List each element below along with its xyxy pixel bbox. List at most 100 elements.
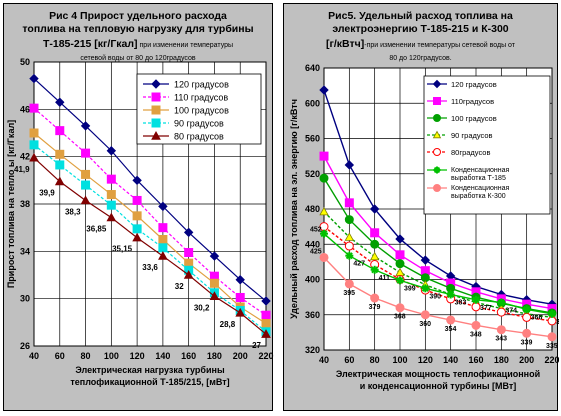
data-point: [496, 307, 506, 317]
data-point: [547, 316, 557, 326]
data-label: 399: [404, 285, 416, 292]
data-point-stroke: [447, 290, 455, 298]
x-axis-label: и конденсационной турбины [МВт]: [360, 381, 517, 391]
y-tick-label: 520: [305, 169, 320, 179]
title-line: [г/кВтч]: [326, 38, 365, 50]
data-point: [183, 269, 194, 279]
data-point: [106, 174, 116, 184]
data-point: [370, 265, 379, 274]
data-label: 335: [546, 343, 558, 350]
data-point: [496, 325, 506, 335]
legend: 120 градусов 110градусов 100 градусов 90 гр…: [423, 75, 551, 215]
data-point: [344, 215, 354, 225]
data-point: [395, 259, 405, 269]
title-subtext: -при изменении температуры сетевой воды …: [364, 42, 515, 49]
legend-box: [423, 75, 551, 215]
data-label: 32: [175, 282, 184, 291]
x-tick-label: 160: [468, 355, 483, 365]
series-line: [323, 233, 553, 315]
legend-label: выработка К-300: [451, 192, 506, 200]
y-axis-label: Прирост топлива на тепло ы [кг/Гкал]: [6, 120, 16, 288]
data-point: [396, 276, 404, 285]
data-label: 39,9: [39, 189, 55, 198]
data-point-stroke: [396, 276, 404, 284]
data-point: [344, 198, 354, 208]
data-point: [522, 328, 532, 338]
data-point-stroke: [421, 284, 429, 292]
x-tick-label: 220: [544, 355, 559, 365]
y-tick-label: 34: [20, 246, 30, 256]
data-label: 36,85: [86, 225, 107, 234]
data-label: 33,6: [142, 263, 158, 272]
data-point: [235, 307, 246, 317]
data-point: [344, 160, 355, 170]
x-tick-label: 120: [418, 355, 433, 365]
data-point: [55, 126, 65, 136]
series-group: [320, 229, 556, 318]
y-tick-label: 440: [305, 239, 320, 249]
data-label: 361: [556, 319, 559, 326]
y-tick-label: 400: [305, 275, 320, 285]
data-point: [132, 232, 142, 242]
chart-svg-fig5: 320 360 400 440 480 520 560 600 640 40 60 80 100 120 1…: [289, 63, 559, 391]
x-tick-label: 180: [494, 355, 509, 365]
data-point: [319, 252, 329, 262]
series-line: [323, 155, 553, 310]
data-label: 28,8: [220, 320, 236, 329]
data-point: [395, 303, 405, 313]
legend-label: 90 градусов: [451, 131, 493, 140]
data-point: [547, 332, 557, 342]
series-line: [33, 107, 267, 316]
data-point: [370, 239, 380, 249]
data-label: 360: [419, 321, 431, 328]
data-label: 35,15: [112, 245, 133, 254]
data-point: [433, 148, 441, 156]
data-label: 27: [252, 341, 261, 350]
data-point: [158, 243, 168, 253]
data-label: 30,2: [194, 303, 210, 312]
data-point: [344, 241, 354, 251]
data-point: [81, 180, 91, 190]
data-point: [497, 298, 506, 307]
data-point: [235, 292, 245, 302]
series-group: [29, 152, 271, 338]
data-point: [235, 275, 245, 285]
legend: 120 градусов 110 градусов 100 градусов 90 г…: [136, 73, 262, 145]
data-point: [395, 234, 405, 244]
legend-label: 110 градусов: [174, 93, 228, 103]
y-tick-label: 38: [20, 199, 30, 209]
legend-label: Конденсационная: [451, 167, 510, 174]
x-tick-label: 160: [181, 351, 196, 361]
data-point: [345, 251, 354, 260]
data-label: 390: [429, 293, 441, 300]
data-point: [420, 255, 431, 265]
data-point-stroke: [371, 266, 379, 274]
data-point: [81, 169, 91, 179]
series-group: [319, 151, 557, 314]
chart-panel-fig4: Рис 4 Прирост удельного расхода топлива …: [3, 3, 274, 411]
legend-label: 80градусов: [451, 148, 490, 157]
x-tick-label: 180: [207, 351, 222, 361]
data-label: 38,3: [65, 207, 81, 216]
data-point: [395, 250, 405, 260]
legend-label: 100 градусов: [174, 106, 229, 116]
series-group: [319, 85, 557, 309]
data-point: [433, 114, 441, 122]
title-subtext: 80 до 120градусов.: [389, 55, 452, 62]
y-tick-label: 320: [305, 345, 320, 355]
series-line: [323, 226, 553, 322]
data-point: [151, 79, 161, 89]
data-label: 374: [505, 307, 517, 314]
data-label: 41,9: [14, 165, 30, 174]
y-tick-label: 30: [20, 294, 30, 304]
data-point: [369, 204, 380, 214]
data-point-stroke: [345, 252, 353, 260]
data-point: [446, 315, 456, 325]
data-point: [80, 121, 91, 131]
data-point: [432, 79, 442, 89]
series-group: [29, 103, 271, 320]
chart-svg-fig4: 26 30 34 38 42 46 50 40 60 80 100 120 140 160 180 200 22…: [6, 57, 274, 387]
x-tick-label: 140: [443, 355, 458, 365]
chart-panel-fig5: Рис5. Удельный расход топлива на электро…: [283, 3, 559, 411]
data-label: 411: [379, 275, 390, 282]
